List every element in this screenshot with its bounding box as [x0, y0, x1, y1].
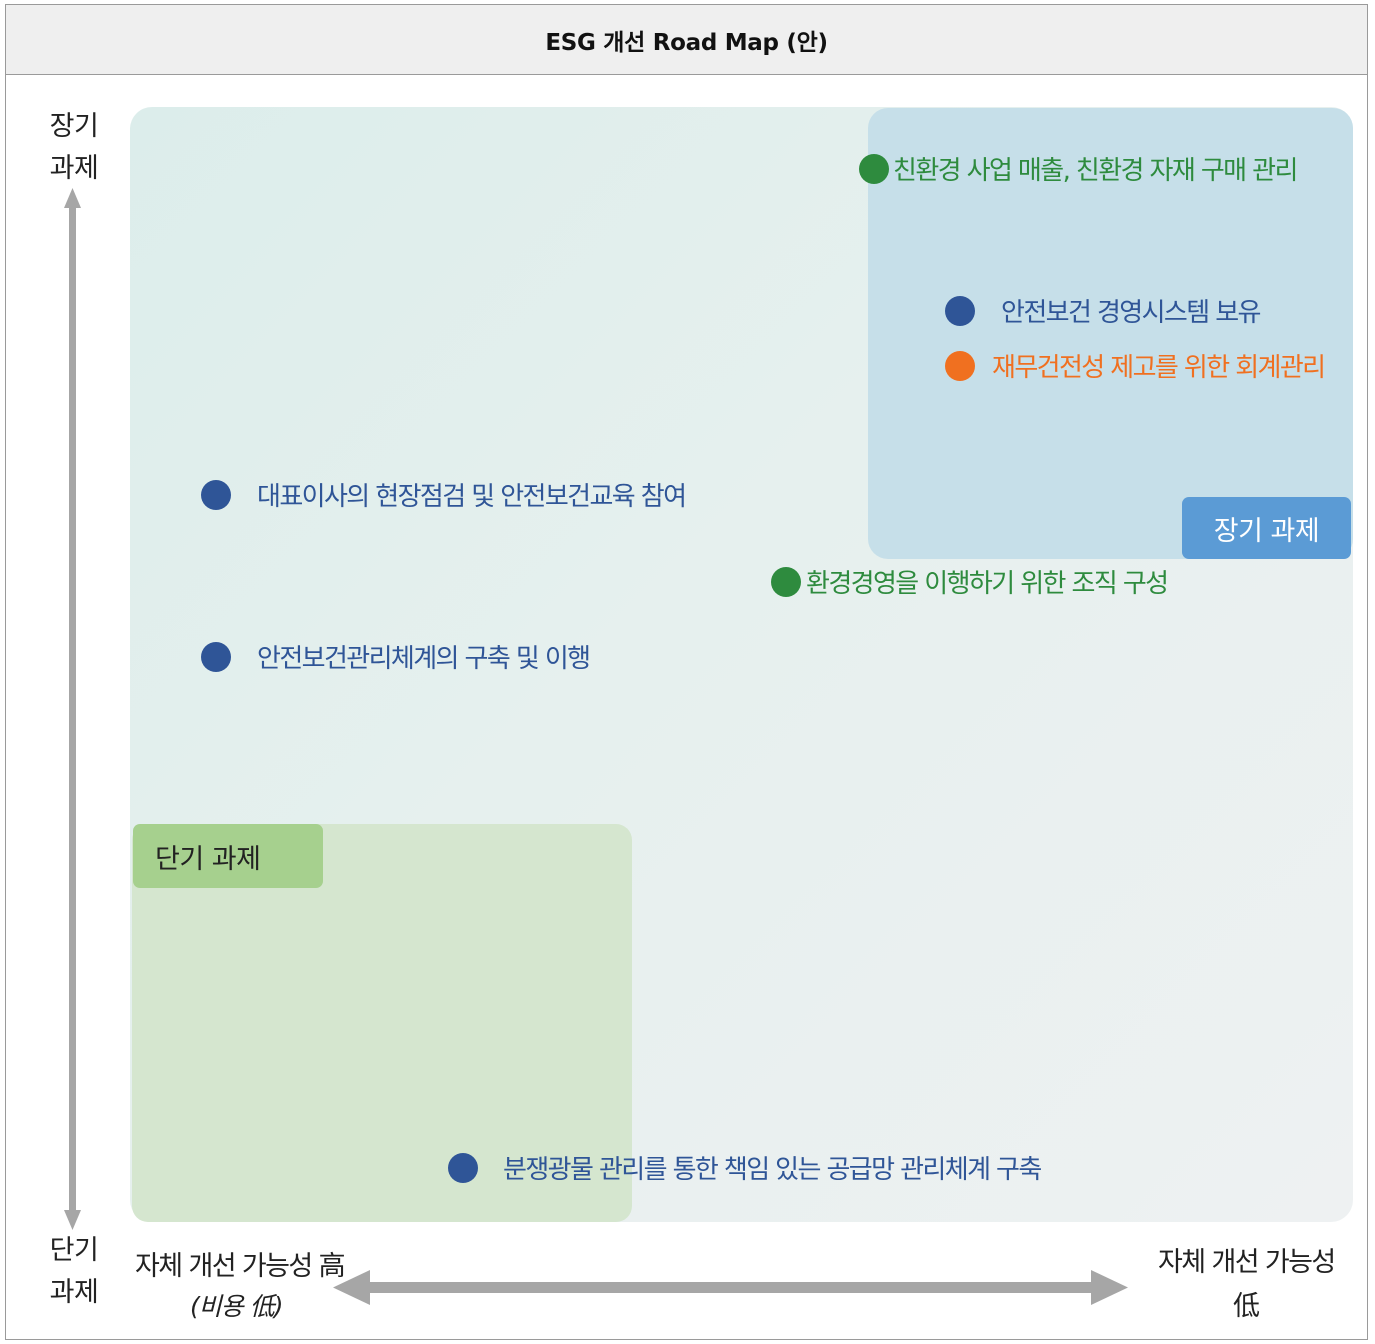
category-dot	[201, 479, 231, 510]
x-axis-right-label: 자체 개선 가능성	[1158, 1247, 1336, 1278]
y-axis-top-line1: 장기	[49, 111, 99, 142]
x-axis-left-sublabel: (비용 低)	[190, 1292, 283, 1321]
item-label: 안전보건관리체계의 구축 및 이행	[257, 644, 591, 674]
category-dot	[201, 641, 231, 672]
x-axis-left-label: 자체 개선 가능성 高	[135, 1251, 346, 1282]
item-label: 대표이사의 현장점검 및 안전보건교육 참여	[257, 482, 687, 512]
roadmap-item: 대표이사의 현장점검 및 안전보건교육 참여	[201, 476, 687, 513]
x-axis-right-sublabel: 低	[1233, 1291, 1260, 1322]
category-dot	[945, 295, 975, 326]
roadmap-item: 분쟁광물 관리를 통한 책임 있는 공급망 관리체계 구축	[448, 1149, 1042, 1186]
item-label: 안전보건 경영시스템 보유	[1001, 298, 1261, 328]
roadmap-item: 재무건전성 제고를 위한 회계관리	[945, 347, 1326, 384]
roadmap-item: 환경경영을 이행하기 위한 조직 구성	[771, 563, 1169, 600]
vertical-axis-arrow	[64, 188, 81, 1230]
horizontal-axis-arrow	[333, 1270, 1128, 1305]
category-dot	[945, 350, 975, 381]
roadmap-item: 친환경 사업 매출, 친환경 자재 구매 관리	[859, 150, 1298, 187]
item-label: 분쟁광물 관리를 통한 책임 있는 공급망 관리체계 구축	[503, 1155, 1042, 1185]
y-axis-bottom-line2: 과제	[49, 1277, 99, 1308]
roadmap-item: 안전보건 경영시스템 보유	[945, 292, 1261, 329]
item-label: 환경경영을 이행하기 위한 조직 구성	[806, 569, 1169, 599]
long-term-badge: 장기 과제	[1182, 497, 1351, 559]
y-axis-top-label: 장기 과제	[40, 106, 108, 190]
roadmap-item: 안전보건관리체계의 구축 및 이행	[201, 638, 591, 675]
short-term-zone	[132, 824, 632, 1222]
diagram-frame	[5, 4, 1368, 1340]
long-term-zone	[868, 108, 1353, 559]
item-label: 재무건전성 제고를 위한 회계관리	[992, 353, 1326, 383]
category-dot	[448, 1152, 478, 1183]
y-axis-bottom-line1: 단기	[49, 1235, 99, 1266]
item-label: 친환경 사업 매출, 친환경 자재 구매 관리	[893, 156, 1298, 186]
short-term-badge: 단기 과제	[133, 824, 323, 888]
y-axis-bottom-label: 단기 과제	[40, 1230, 108, 1314]
diagram-title: ESG 개선 Road Map (안)	[6, 5, 1367, 75]
y-axis-top-line2: 과제	[49, 153, 99, 184]
category-dot	[859, 153, 889, 184]
category-dot	[771, 566, 801, 597]
